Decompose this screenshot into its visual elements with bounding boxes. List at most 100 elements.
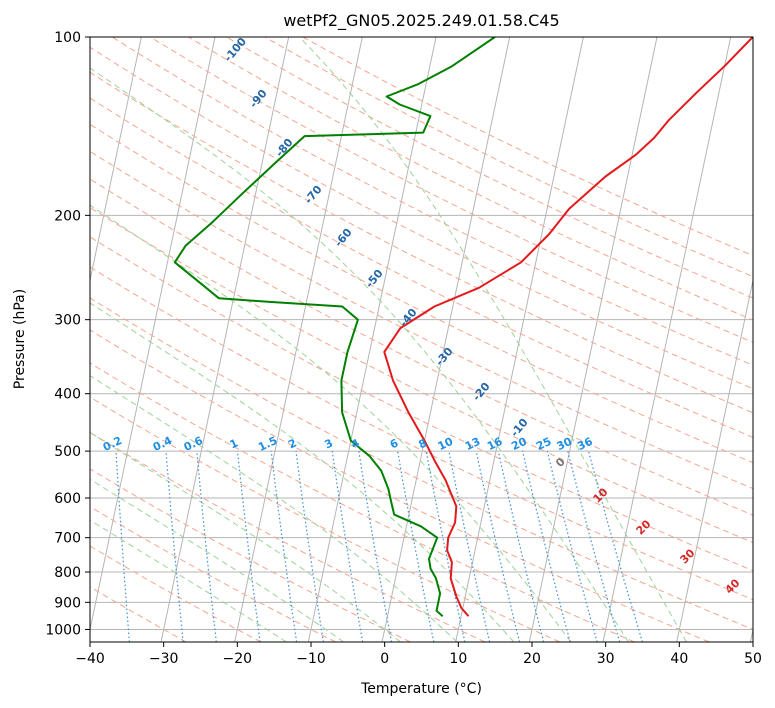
grid-layer bbox=[0, 37, 753, 642]
mixing-ratio-line bbox=[331, 451, 364, 642]
mixing-ratio-line bbox=[196, 451, 217, 642]
mixing-ratio-line bbox=[448, 450, 491, 642]
x-tick-label: 30 bbox=[597, 651, 615, 667]
moist-adiabat bbox=[90, 67, 629, 642]
x-tick-label: 10 bbox=[449, 651, 467, 667]
dry-adiabat bbox=[90, 46, 753, 390]
y-tick-label: 700 bbox=[54, 531, 81, 547]
moist-adiabat bbox=[90, 375, 458, 642]
y-tick-label: 900 bbox=[54, 595, 81, 611]
dry-adiabat bbox=[90, 506, 336, 642]
dry-adiabat bbox=[90, 236, 753, 572]
y-tick-label: 200 bbox=[54, 208, 81, 224]
dry-adiabat-label: -100 bbox=[221, 35, 249, 65]
dry-adiabat-label: -80 bbox=[273, 136, 296, 160]
isotherm-line bbox=[90, 37, 142, 283]
dry-adiabat bbox=[90, 362, 635, 642]
isotherm-line bbox=[381, 37, 511, 642]
moist-adiabat bbox=[299, 37, 687, 642]
dry-adiabat bbox=[90, 297, 753, 630]
dry-adiabat bbox=[90, 396, 560, 642]
temperature-line bbox=[383, 37, 753, 617]
x-tick-label: −10 bbox=[296, 651, 326, 667]
mixing-ratio-line bbox=[236, 451, 261, 642]
isotherm-line bbox=[90, 37, 216, 632]
mixing-ratio-line bbox=[587, 450, 644, 642]
moist-adiabat bbox=[90, 519, 287, 642]
y-tick-label: 400 bbox=[54, 387, 81, 403]
moist-adiabat bbox=[90, 478, 344, 642]
dry-adiabat bbox=[302, 37, 753, 257]
mixing-ratio-line bbox=[270, 451, 298, 642]
moist-adiabat bbox=[90, 204, 572, 642]
dry-adiabat bbox=[90, 150, 753, 490]
mixing-ratio-line bbox=[397, 450, 435, 642]
isotherm-line bbox=[749, 627, 753, 642]
dry-adiabat bbox=[90, 329, 710, 642]
tick-layer: −40 −30 −20 −10 0 10 20 30 40 50 1000 900 800 700 600 5… bbox=[45, 30, 762, 667]
mixing-ratio-line bbox=[295, 451, 324, 642]
moist-adiabat-label: 40 bbox=[723, 576, 743, 596]
mixing-ratio-line bbox=[165, 451, 184, 642]
x-tick-label: 40 bbox=[670, 651, 688, 667]
dry-adiabat-label: -10 bbox=[508, 416, 531, 440]
x-tick-label: 20 bbox=[523, 651, 541, 667]
isotherm-line bbox=[0, 37, 68, 642]
y-tick-label: 1000 bbox=[45, 622, 81, 638]
x-axis-label: Temperature (°C) bbox=[360, 681, 482, 697]
mixing-ratio-label: 2 bbox=[286, 436, 298, 451]
x-tick-label: −40 bbox=[75, 651, 105, 667]
dry-adiabat bbox=[90, 266, 753, 601]
chart-title: wetPf2_GN05.2025.249.01.58.C45 bbox=[283, 11, 559, 31]
mixing-ratio-line bbox=[546, 450, 598, 642]
mixing-ratio-label: 30 bbox=[555, 435, 575, 453]
moist-adiabat bbox=[90, 431, 401, 642]
x-tick-label: −20 bbox=[223, 651, 253, 667]
isotherm-line bbox=[676, 277, 753, 642]
isotherm-line bbox=[528, 37, 658, 642]
dewpoint-line bbox=[173, 37, 496, 617]
x-tick-label: 50 bbox=[744, 651, 762, 667]
y-tick-label: 800 bbox=[54, 565, 81, 581]
mixing-ratio-line bbox=[358, 451, 393, 642]
dry-adiabat bbox=[111, 37, 753, 366]
dry-adiabat bbox=[90, 97, 753, 438]
mixing-ratio-line bbox=[497, 450, 545, 642]
dry-adiabat bbox=[90, 71, 753, 414]
y-axis-label: Pressure (hPa) bbox=[12, 289, 28, 389]
mixing-ratio-label: 16 bbox=[485, 435, 505, 453]
y-tick-label: 500 bbox=[54, 444, 81, 460]
mixing-ratio-line bbox=[115, 451, 130, 642]
mixing-ratio-label: 13 bbox=[463, 435, 482, 453]
dry-adiabat-label: -90 bbox=[247, 87, 270, 111]
dry-adiabat bbox=[226, 37, 753, 299]
mixing-ratio-line bbox=[425, 450, 466, 642]
isotherm-line bbox=[602, 37, 732, 642]
mixing-ratio-line bbox=[522, 450, 571, 642]
mixing-ratio-lines bbox=[115, 450, 644, 642]
dry-adiabat-label: -20 bbox=[470, 380, 493, 404]
dry-adiabat bbox=[90, 206, 753, 544]
dry-adiabat-label: -70 bbox=[302, 183, 325, 207]
isotherm-line bbox=[455, 37, 584, 642]
mixing-ratio-line bbox=[475, 450, 521, 642]
dry-adiabat bbox=[90, 123, 753, 464]
dry-adiabat bbox=[90, 545, 262, 642]
dry-adiabat-label: -40 bbox=[397, 306, 420, 330]
mixing-ratio-label: 20 bbox=[509, 435, 529, 453]
y-tick-label: 300 bbox=[54, 313, 81, 329]
mixing-ratio-line bbox=[567, 450, 621, 642]
dry-adiabat bbox=[90, 431, 486, 642]
mixing-ratio-layer bbox=[115, 450, 644, 642]
series-layer bbox=[173, 37, 753, 617]
mixing-ratio-label: 25 bbox=[534, 435, 553, 453]
dry-adiabat bbox=[90, 178, 753, 516]
dry-adiabat-label: -60 bbox=[332, 226, 355, 250]
moist-adiabat-label: 30 bbox=[678, 546, 698, 566]
isotherm-line bbox=[234, 37, 363, 642]
dry-adiabat bbox=[149, 37, 753, 343]
dry-adiabat bbox=[90, 586, 187, 642]
isotherm-line bbox=[160, 37, 290, 642]
mixing-ratio-label: 3 bbox=[323, 436, 335, 451]
moist-adiabat bbox=[90, 302, 515, 642]
